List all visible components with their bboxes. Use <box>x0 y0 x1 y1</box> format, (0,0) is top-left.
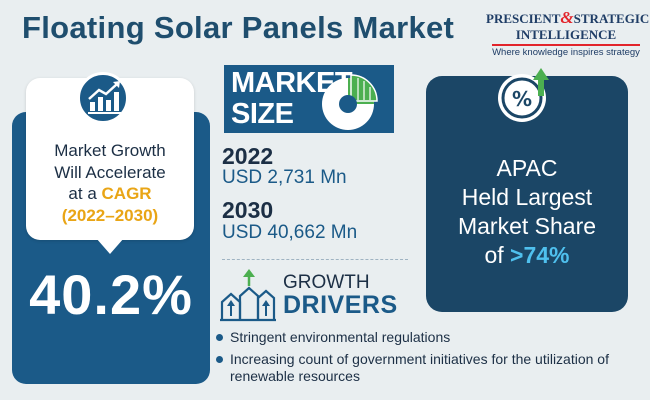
section-divider <box>222 259 408 260</box>
cagr-description: Market Growth Will Accelerate at a CAGR … <box>26 140 194 226</box>
list-item: Stringent environmental regulations <box>214 329 644 346</box>
market-size-year: 2030 <box>222 197 274 223</box>
market-size-value: USD 2,731 Mn <box>222 167 347 188</box>
market-size-year: 2022 <box>222 143 274 169</box>
bullet-icon <box>216 356 223 363</box>
page-title: Floating Solar Panels Market <box>22 10 455 45</box>
market-size-label: MARKET SIZE <box>231 67 353 130</box>
logo-line2: INTELLIGENCE <box>515 27 617 42</box>
logo-tagline: Where knowledge inspires strategy <box>492 47 640 58</box>
list-item: Increasing count of government initiativ… <box>214 351 644 385</box>
growth-drivers-label: GROWTH <box>283 272 370 293</box>
percent-growth-icon: % <box>494 64 558 131</box>
growth-drivers-list: Stringent environmental regulations Incr… <box>214 329 644 390</box>
logo-line1: PRESCIENT&STRATEGIC <box>486 8 650 27</box>
speech-bubble-tail <box>96 238 124 254</box>
svg-text:%: % <box>512 87 532 111</box>
logo-divider <box>492 44 640 46</box>
company-logo: PRESCIENT&STRATEGIC INTELLIGENCE Where k… <box>486 8 650 60</box>
houses-growth-icon <box>218 268 280 329</box>
apac-share-text: APAC Held Largest Market Share of >74% <box>457 155 597 268</box>
growth-chart-icon <box>77 72 129 124</box>
apac-share-value: >74% <box>510 242 570 268</box>
cagr-value: 40.2% <box>29 263 193 326</box>
growth-drivers-heading: DRIVERS <box>283 291 398 319</box>
logo-ampersand: & <box>560 8 574 27</box>
cagr-highlight: CAGR <box>101 184 152 203</box>
market-size-value: USD 40,662 Mn <box>222 222 358 243</box>
cagr-period: (2022–2030) <box>61 205 159 225</box>
pie-chart-icon <box>316 72 384 139</box>
bullet-icon <box>216 334 223 341</box>
